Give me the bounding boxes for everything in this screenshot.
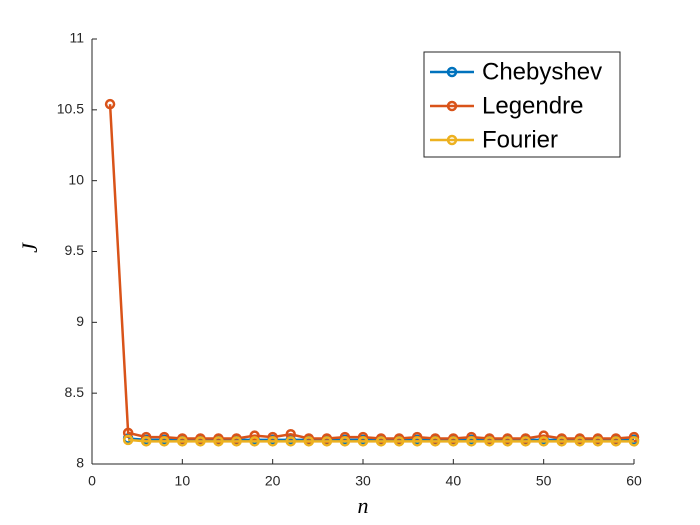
marker <box>448 436 459 447</box>
marker <box>375 436 387 447</box>
marker <box>538 430 549 441</box>
x-tick-label: 0 <box>88 473 96 489</box>
marker <box>177 436 188 447</box>
marker <box>231 436 242 447</box>
marker <box>104 98 116 110</box>
marker <box>267 436 278 447</box>
marker <box>466 436 477 447</box>
marker <box>195 436 206 447</box>
marker <box>357 436 369 447</box>
x-tick-label: 30 <box>355 473 371 489</box>
marker <box>430 436 441 447</box>
x-tick-label: 20 <box>265 473 281 489</box>
y-tick-label: 9 <box>76 313 84 329</box>
y-tick-label: 8.5 <box>65 384 85 400</box>
legend-label: Fourier <box>482 126 558 153</box>
marker <box>610 436 622 447</box>
marker <box>285 436 296 447</box>
legend-marker <box>446 100 458 112</box>
marker <box>213 436 224 447</box>
marker <box>303 436 315 447</box>
marker <box>159 436 170 447</box>
marker <box>140 436 152 447</box>
y-tick-label: 10.5 <box>57 101 84 117</box>
legend-marker <box>446 66 458 78</box>
marker <box>556 436 567 447</box>
x-tick-label: 10 <box>175 473 191 489</box>
series-line <box>128 437 634 442</box>
marker <box>574 436 586 447</box>
marker <box>249 436 260 447</box>
marker <box>339 436 351 447</box>
marker <box>393 436 405 447</box>
marker <box>628 436 640 447</box>
x-tick-label: 40 <box>446 473 462 489</box>
marker <box>484 436 495 447</box>
marker <box>122 434 134 446</box>
y-tick-label: 11 <box>69 30 84 46</box>
legend-label: Legendre <box>482 92 583 119</box>
legend-marker <box>446 134 458 146</box>
legend-label: Chebyshev <box>482 58 602 85</box>
marker <box>538 436 549 447</box>
marker <box>520 436 531 447</box>
marker <box>411 436 423 447</box>
y-tick-label: 8 <box>76 455 84 471</box>
marker <box>502 436 513 447</box>
y-tick-label: 10 <box>68 171 84 187</box>
marker <box>249 430 260 441</box>
x-axis-label: n <box>358 493 369 518</box>
marker <box>592 436 604 447</box>
series-line <box>128 438 634 443</box>
marker <box>321 436 333 447</box>
y-tick-label: 9.5 <box>65 242 85 258</box>
x-tick-label: 50 <box>536 473 552 489</box>
y-axis-label: J <box>17 242 42 253</box>
x-tick-label: 60 <box>626 473 642 489</box>
